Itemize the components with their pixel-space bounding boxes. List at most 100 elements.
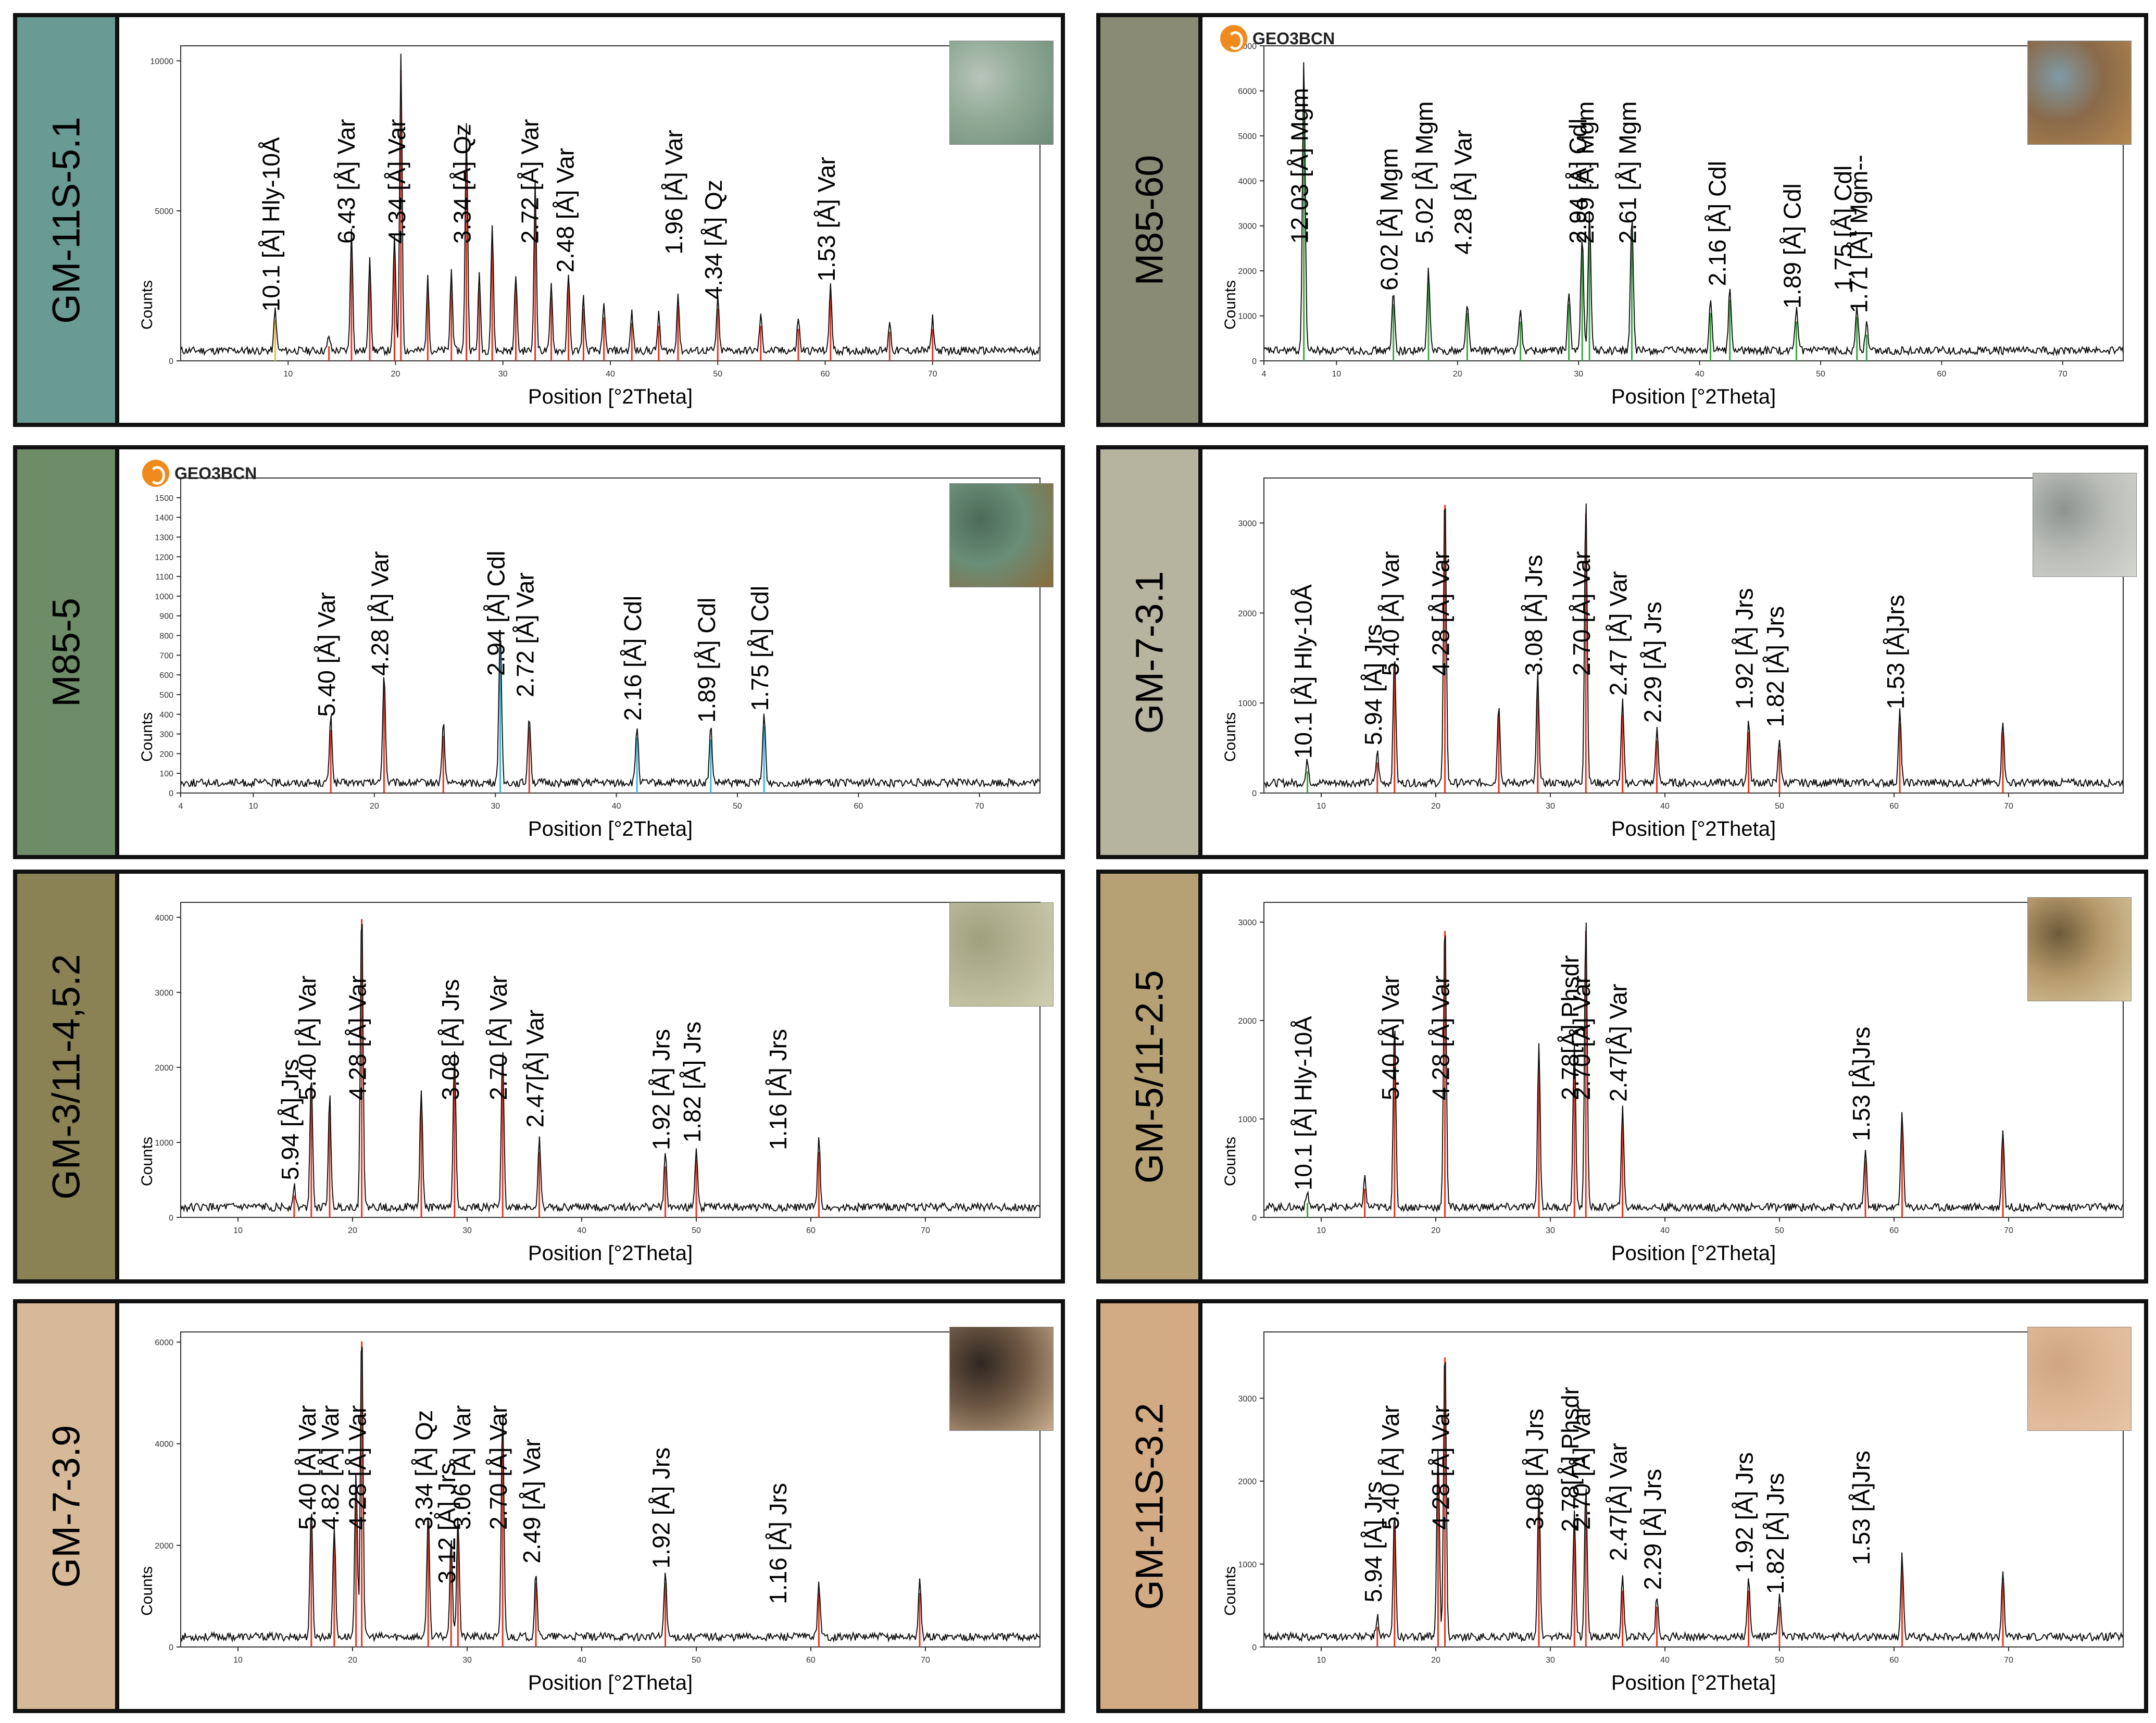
peak-annotation: 4.28 [Å] Var [366, 551, 393, 676]
x-tick-label: 20 [1453, 370, 1462, 379]
sample-tab: GM-7-3.9 [17, 1303, 119, 1709]
x-tick-label: 50 [733, 802, 742, 811]
x-tick-label: 10 [1317, 1226, 1326, 1235]
peak-annotation: 2.48 [Å] Var [552, 148, 579, 273]
y-tick-label: 0 [1252, 789, 1257, 798]
peak-annotation: 6.43 [Å] Var [333, 119, 360, 244]
sample-tab: M85-60 [1100, 17, 1202, 423]
x-tick-label: 70 [975, 802, 984, 811]
x-tick-label: 20 [370, 802, 379, 811]
x-tick-label: 40 [1660, 1226, 1670, 1235]
diffractogram-trace [1263, 62, 2124, 357]
x-tick-label: 10 [1317, 802, 1326, 811]
sample-id: GM-7-3.9 [44, 1425, 88, 1588]
x-tick-label: 70 [921, 1656, 930, 1665]
y-tick-label: 4000 [155, 1440, 173, 1449]
peak-annotation: 4.34 [Å] Var [383, 119, 410, 244]
sample-tab: GM-11S-5.1 [17, 17, 119, 423]
x-tick-label: 50 [1775, 1226, 1784, 1235]
peak-annotation: 1.96 [Å] Var [660, 130, 687, 255]
x-axis-label: Position [°2Theta] [1611, 1671, 1776, 1694]
x-tick-label: 60 [821, 370, 830, 379]
peak-annotation: 2.94 [Å] Cdl [483, 551, 510, 676]
x-tick-label: 30 [1546, 802, 1555, 811]
peak-annotation: 5.02 [Å] Mgm [1411, 101, 1438, 244]
plot-frame [1263, 902, 2124, 1218]
x-tick-label: 30 [462, 1656, 472, 1665]
sample-id: GM-5/11-2.5 [1127, 970, 1171, 1184]
panel-m85-5: M85-5 0 100 200 300 400 500 600 700 800 900 1000 11… [13, 445, 1065, 859]
geo3bcn-logo: GEO3BCN [142, 460, 257, 487]
x-tick-label: 20 [348, 1226, 357, 1235]
logo-text: GEO3BCN [174, 463, 257, 483]
x-tick-label: 30 [491, 802, 500, 811]
peak-annotation: 2.70 [Å] Var [485, 975, 512, 1100]
peak-annotation: 4.28 [Å] Var [1427, 551, 1455, 676]
peak-annotation: 1.92 [Å] Jrs [1731, 1452, 1758, 1574]
x-tick-label: 10 [1332, 370, 1342, 379]
sample-id: GM-7-3.1 [1127, 571, 1171, 734]
x-tick-label: 50 [692, 1226, 701, 1235]
y-tick-label: 6000 [155, 1339, 173, 1348]
y-tick-label: 1100 [156, 573, 174, 582]
y-tick-label: 2000 [1238, 609, 1257, 618]
peak-annotation: 2.78[Å] Phsdr [1557, 1387, 1584, 1532]
x-tick-label: 20 [391, 370, 400, 379]
sample-id: GM-3/11-4,5.2 [44, 953, 88, 1200]
x-tick-label: 10 [249, 802, 258, 811]
y-axis-label: Counts [139, 712, 156, 762]
xrd-chart: 0 1000 2000 3000 4000 10 20 30 40 50 60 70 5.94 [Å] … [139, 902, 1041, 1265]
peak-annotation: 10.1 [Å] Hly-10Å [1290, 1016, 1317, 1190]
peak-annotation: 2.47[Å] Var [1605, 984, 1632, 1102]
y-tick-label: 400 [159, 711, 173, 720]
plot-frame [180, 902, 1041, 1218]
peak-annotation: 5.94 [Å] Jrs [1360, 1481, 1387, 1603]
y-tick-label: 1500 [155, 494, 173, 503]
y-tick-label: 900 [159, 612, 173, 621]
peak-annotation: 12.03 [Å] Mgm [1286, 88, 1313, 244]
x-tick-label: 4 [179, 802, 183, 811]
y-tick-label: 1000 [1238, 1115, 1257, 1124]
y-tick-label: 0 [169, 357, 173, 366]
peak-annotation: 1.53 [Å]Jrs [1848, 1027, 1875, 1141]
panel-gm-11s-5-1: GM-11S-5.1 0 5000 10000 10 20 30 40 50 60 70 10.1 … [13, 13, 1065, 427]
peak-annotation: 2.47[Å] Var [522, 1010, 549, 1128]
x-tick-label: 50 [692, 1656, 701, 1665]
sample-photo-thumbnail [949, 902, 1054, 1007]
sample-tab: M85-5 [17, 449, 119, 855]
x-tick-label: 60 [1889, 1226, 1899, 1235]
peak-annotation: 2.49 [Å] Var [518, 1439, 545, 1564]
panel-gm-7-3-1: GM-7-3.1 0 1000 2000 3000 10 20 30 40 50 60 70 10.1… [1096, 445, 2148, 859]
y-tick-label: 5000 [155, 207, 173, 216]
peak-annotation: 5.94 [Å] Jrs [277, 1059, 304, 1180]
x-tick-label: 50 [1775, 1656, 1784, 1665]
panel-gm-3-11-4-5-2: GM-3/11-4,5.2 0 1000 2000 3000 4000 10 20 30 40 5… [13, 870, 1065, 1284]
peak-annotation: 2.47 [Å] Var [1605, 571, 1632, 696]
x-tick-label: 40 [612, 802, 621, 811]
peak-annotation: 2.70 [Å] Var [1568, 1405, 1595, 1530]
y-tick-label: 0 [169, 1214, 173, 1223]
x-axis-label: Position [°2Theta] [528, 1242, 693, 1265]
peak-annotation: 1.71 [Å] Mgm-- [1845, 155, 1872, 313]
peak-annotation: 3.06 [Å] Var [448, 1405, 475, 1530]
y-tick-label: 3000 [1238, 1394, 1257, 1403]
peak-annotation: 2.70 [Å] Var [485, 1405, 512, 1530]
xrd-chart: 0 1000 2000 3000 10 20 30 40 50 60 70 10.1 [Å] Hly-… [1222, 902, 2124, 1265]
geo3bcn-logo: GEO3BCN [1220, 25, 1335, 52]
x-tick-label: 70 [2004, 802, 2013, 811]
sample-photo-thumbnail [949, 41, 1054, 145]
peak-annotation: 1.92 [Å] Jrs [648, 1029, 675, 1150]
peak-annotation: 3.34 [Å] Qz [410, 1410, 437, 1530]
peak-annotation: 1.53 [Å] Var [813, 157, 840, 282]
peak-annotation: 1.53 [Å]Jrs [1882, 595, 1909, 709]
panel-m85-60: M85-60 0 1000 2000 3000 4000 5000 6000 7000 4 10 2… [1096, 13, 2148, 427]
x-tick-label: 50 [713, 370, 722, 379]
y-tick-label: 1200 [155, 553, 173, 562]
x-tick-label: 10 [233, 1656, 243, 1665]
peak-annotation: 3.12 [Å] Jrs [433, 1463, 460, 1584]
y-tick-label: 3000 [155, 989, 173, 998]
peak-annotation: 4.28 [Å] Var [344, 975, 371, 1100]
y-axis-label: Counts [139, 1566, 156, 1616]
y-axis-label: Counts [1222, 1566, 1239, 1616]
y-tick-label: 1000 [1238, 1561, 1257, 1569]
